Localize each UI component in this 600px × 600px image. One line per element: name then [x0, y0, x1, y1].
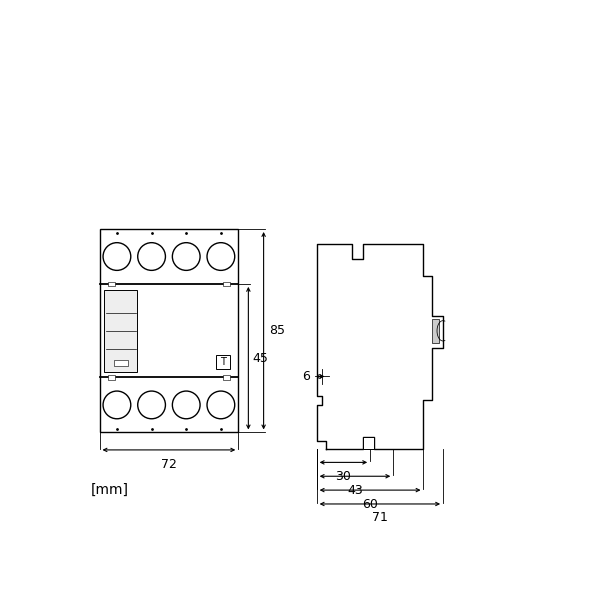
Text: 72: 72: [161, 458, 177, 471]
Text: T: T: [220, 357, 226, 367]
Text: 45: 45: [252, 352, 268, 365]
Bar: [107, 281, 115, 286]
Bar: [223, 281, 230, 286]
Bar: [433, 319, 439, 343]
Text: 6: 6: [302, 370, 310, 383]
Text: 60: 60: [362, 497, 378, 511]
Text: [mm]: [mm]: [91, 483, 128, 497]
Bar: [114, 360, 128, 367]
Bar: [100, 229, 238, 433]
Text: 85: 85: [269, 324, 285, 337]
Bar: [363, 437, 374, 449]
Text: 30: 30: [335, 470, 352, 483]
Bar: [104, 290, 137, 372]
Bar: [223, 375, 230, 380]
Text: 43: 43: [347, 484, 363, 497]
Bar: [107, 375, 115, 380]
Text: 71: 71: [372, 511, 388, 524]
Bar: [216, 355, 230, 369]
